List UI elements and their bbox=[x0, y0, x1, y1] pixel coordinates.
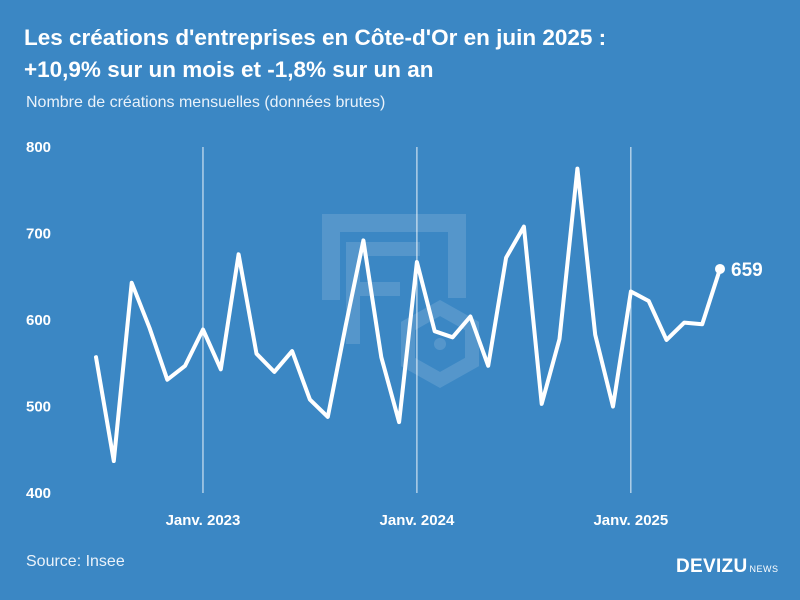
y-axis-ticks: 400 500 600 700 800 bbox=[26, 139, 51, 502]
x-tick-label: Janv. 2024 bbox=[380, 512, 455, 529]
chart-title-line1: Les créations d'entreprises en Côte-d'Or… bbox=[24, 25, 607, 50]
y-tick-label: 400 bbox=[26, 485, 51, 502]
chart-title-line2: +10,9% sur un mois et -1,8% sur un an bbox=[24, 57, 434, 82]
chart-title: Les créations d'entreprises en Côte-d'Or… bbox=[24, 22, 784, 86]
last-value-label: 659 bbox=[731, 260, 763, 281]
x-tick-label: Janv. 2023 bbox=[166, 512, 241, 529]
x-tick-label: Janv. 2025 bbox=[593, 512, 668, 529]
brand-logo: DEVIZU NEWS bbox=[676, 556, 778, 578]
y-tick-label: 800 bbox=[26, 139, 51, 156]
series-line bbox=[94, 166, 722, 463]
y-tick-label: 500 bbox=[26, 399, 51, 416]
y-tick-label: 600 bbox=[26, 312, 51, 329]
watermark-logo-icon bbox=[322, 214, 479, 389]
brand-logo-sub: NEWS bbox=[749, 564, 779, 574]
chart-subtitle: Nombre de créations mensuelles (données … bbox=[26, 94, 386, 111]
year-separator-lines bbox=[202, 147, 632, 493]
brand-logo-main: DEVIZU bbox=[676, 556, 748, 577]
source-note: Source: Insee bbox=[26, 553, 125, 570]
x-axis-ticks: Janv. 2023 Janv. 2024 Janv. 2025 bbox=[166, 512, 669, 529]
last-point-marker bbox=[715, 263, 725, 274]
y-tick-label: 700 bbox=[26, 226, 51, 243]
